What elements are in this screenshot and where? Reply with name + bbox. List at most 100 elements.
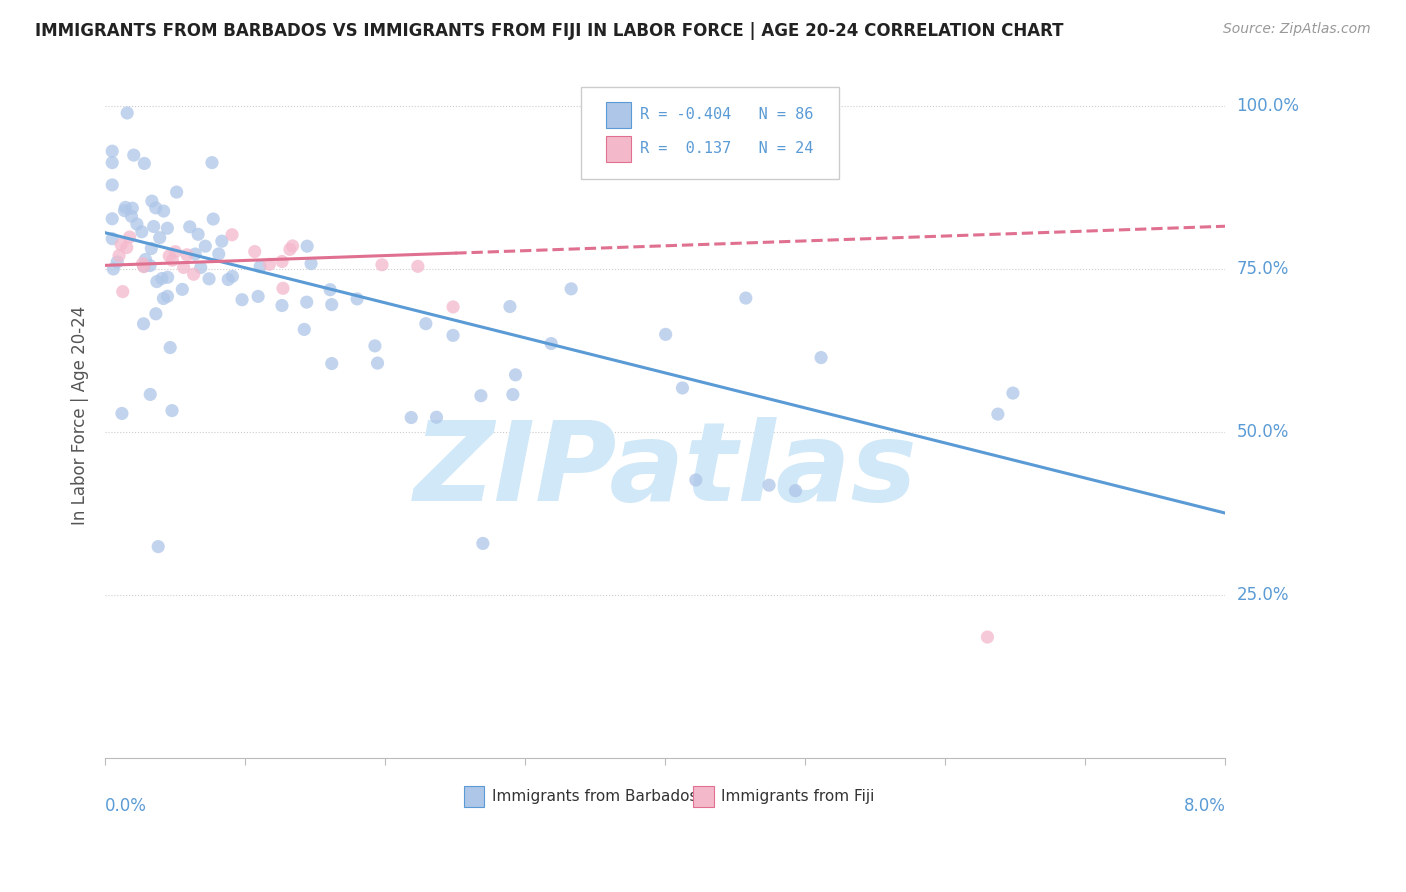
Point bbox=[114, 203, 136, 218]
Point bbox=[132, 317, 155, 331]
Point bbox=[146, 275, 169, 289]
Point bbox=[785, 483, 807, 498]
Point bbox=[540, 336, 562, 351]
Text: 50.0%: 50.0% bbox=[1237, 423, 1289, 441]
Point bbox=[441, 328, 464, 343]
Point bbox=[132, 259, 155, 273]
Point bbox=[131, 257, 153, 271]
Point bbox=[183, 267, 205, 281]
Point bbox=[134, 156, 156, 170]
Point bbox=[211, 234, 233, 248]
Point bbox=[184, 247, 207, 261]
Point bbox=[231, 293, 253, 307]
Point bbox=[399, 410, 422, 425]
Point bbox=[271, 281, 294, 295]
Text: 0.0%: 0.0% bbox=[105, 797, 148, 814]
Point bbox=[346, 292, 368, 306]
Point bbox=[671, 381, 693, 395]
Point bbox=[114, 200, 136, 214]
Point bbox=[198, 272, 221, 286]
Point bbox=[734, 291, 756, 305]
Point bbox=[101, 155, 124, 169]
Point bbox=[194, 239, 217, 253]
Point bbox=[145, 201, 167, 215]
Point bbox=[295, 295, 318, 310]
Point bbox=[221, 227, 243, 242]
Point bbox=[165, 244, 187, 259]
Point bbox=[148, 540, 170, 554]
Point bbox=[172, 282, 194, 296]
Text: R =  0.137   N = 24: R = 0.137 N = 24 bbox=[640, 142, 813, 156]
Point bbox=[152, 292, 174, 306]
Text: 75.0%: 75.0% bbox=[1237, 260, 1289, 277]
Point bbox=[202, 212, 225, 227]
Point bbox=[758, 478, 780, 492]
Point bbox=[179, 219, 201, 234]
Point bbox=[243, 244, 266, 259]
Point bbox=[208, 247, 231, 261]
Point bbox=[295, 239, 318, 253]
Point bbox=[115, 106, 138, 120]
Point bbox=[139, 259, 162, 273]
Point bbox=[150, 271, 173, 285]
Point bbox=[1001, 386, 1024, 401]
Bar bbox=[693, 787, 713, 807]
Point bbox=[121, 201, 143, 215]
Point bbox=[152, 204, 174, 219]
Text: 25.0%: 25.0% bbox=[1237, 586, 1289, 604]
Point bbox=[118, 230, 141, 244]
Point bbox=[299, 256, 322, 270]
Bar bbox=[606, 136, 631, 162]
Point bbox=[278, 243, 301, 257]
Point bbox=[157, 249, 180, 263]
Point bbox=[156, 289, 179, 303]
Point bbox=[149, 230, 172, 244]
Point bbox=[110, 237, 132, 252]
Text: Source: ZipAtlas.com: Source: ZipAtlas.com bbox=[1223, 22, 1371, 37]
Point bbox=[111, 285, 134, 299]
Point bbox=[201, 155, 224, 169]
Point bbox=[105, 255, 128, 269]
FancyBboxPatch shape bbox=[581, 87, 839, 179]
Point bbox=[987, 407, 1010, 421]
Point bbox=[810, 351, 832, 365]
Point bbox=[367, 356, 389, 370]
Point bbox=[976, 630, 998, 644]
Point bbox=[139, 387, 162, 401]
Point bbox=[134, 252, 156, 267]
Point bbox=[101, 232, 124, 246]
Point bbox=[271, 254, 294, 268]
Point bbox=[160, 403, 183, 417]
Point bbox=[406, 260, 429, 274]
Point bbox=[115, 241, 138, 255]
Text: 100.0%: 100.0% bbox=[1237, 96, 1299, 114]
Point bbox=[415, 317, 437, 331]
Point bbox=[159, 341, 181, 355]
Point bbox=[425, 410, 447, 425]
Text: ZIPatlas: ZIPatlas bbox=[413, 417, 917, 524]
Point bbox=[499, 300, 522, 314]
Y-axis label: In Labor Force | Age 20-24: In Labor Force | Age 20-24 bbox=[72, 306, 89, 525]
Point bbox=[560, 282, 582, 296]
Point bbox=[108, 248, 131, 262]
Point bbox=[122, 148, 145, 162]
Point bbox=[321, 297, 343, 311]
Point bbox=[101, 178, 124, 192]
Point bbox=[131, 225, 153, 239]
Point bbox=[101, 144, 124, 158]
Point bbox=[103, 262, 125, 277]
Point bbox=[471, 536, 494, 550]
Point bbox=[271, 299, 294, 313]
Point bbox=[166, 185, 188, 199]
Point bbox=[221, 269, 243, 284]
Point bbox=[111, 406, 134, 420]
Point bbox=[371, 258, 394, 272]
Point bbox=[125, 217, 148, 231]
Point bbox=[141, 194, 163, 208]
Point bbox=[190, 260, 212, 275]
Point bbox=[173, 260, 195, 275]
Point bbox=[654, 327, 676, 342]
Point bbox=[321, 357, 343, 371]
Point bbox=[505, 368, 527, 382]
Point bbox=[156, 221, 179, 235]
